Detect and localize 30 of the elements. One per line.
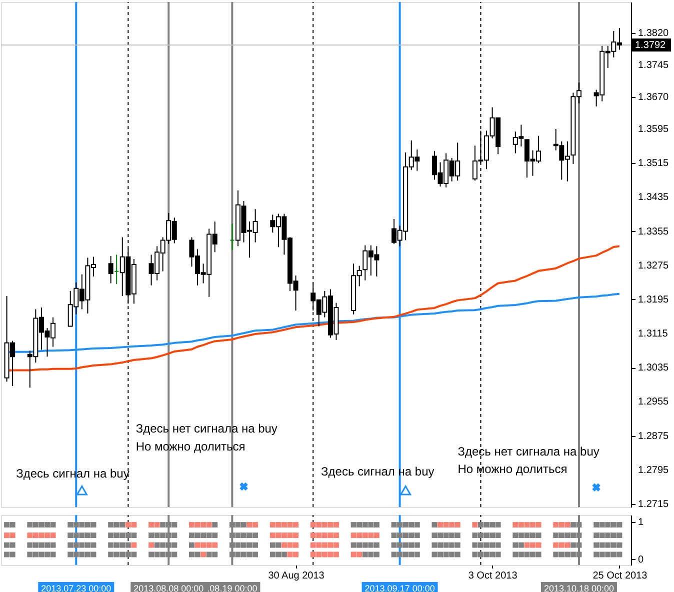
y-tick-label: 1.2715: [638, 499, 670, 510]
annotation: Здесь нет сигнала на buy: [136, 422, 278, 436]
y-tick-label: 1.3745: [638, 60, 670, 72]
annotation: Здесь нет сигнала на buy: [458, 444, 600, 458]
y-tick-label: 1.2875: [638, 430, 670, 442]
y-tick-label: 0: [638, 554, 644, 566]
y-tick-label: 1.3275: [638, 260, 670, 272]
y-tick-label: 1.2795: [638, 464, 670, 476]
annotation: Но можно долиться: [136, 439, 246, 454]
y-tick-label: 1.3435: [638, 192, 670, 204]
y-tick-label: 1: [638, 516, 644, 528]
x-tick-label: 3 Oct 2013: [468, 570, 518, 582]
ref-line-label: 1.3792: [635, 40, 666, 52]
ref-line-label: 2013.08.08 00:00: [134, 584, 204, 592]
ref-line-label: .08.19 00:00: [207, 584, 258, 592]
x-tick-label: 30 Aug 2013: [268, 570, 325, 582]
ref-line-label: 2013.07.23 00:00: [41, 584, 112, 592]
y-tick-label: 1.3595: [638, 124, 670, 135]
y-tick-label: 1.3820: [638, 28, 670, 40]
y-tick-label: 1.3195: [638, 294, 670, 306]
y-tick-label: 1.3035: [638, 362, 670, 374]
x-tick-label: 25 Oct 2013: [592, 570, 648, 582]
y-tick-label: 1.3115: [638, 328, 668, 340]
ref-line-label: 2013.09.17 00:00: [364, 584, 435, 592]
y-tick-label: 1.3515: [638, 158, 670, 170]
annotation: Но можно долиться: [458, 462, 568, 476]
ref-line-label: 2013.10.18 00:00: [544, 584, 614, 592]
y-tick-label: 1.2955: [638, 396, 670, 408]
y-tick-label: 1.3355: [638, 226, 670, 238]
y-tick-label: 1.3670: [638, 92, 670, 104]
